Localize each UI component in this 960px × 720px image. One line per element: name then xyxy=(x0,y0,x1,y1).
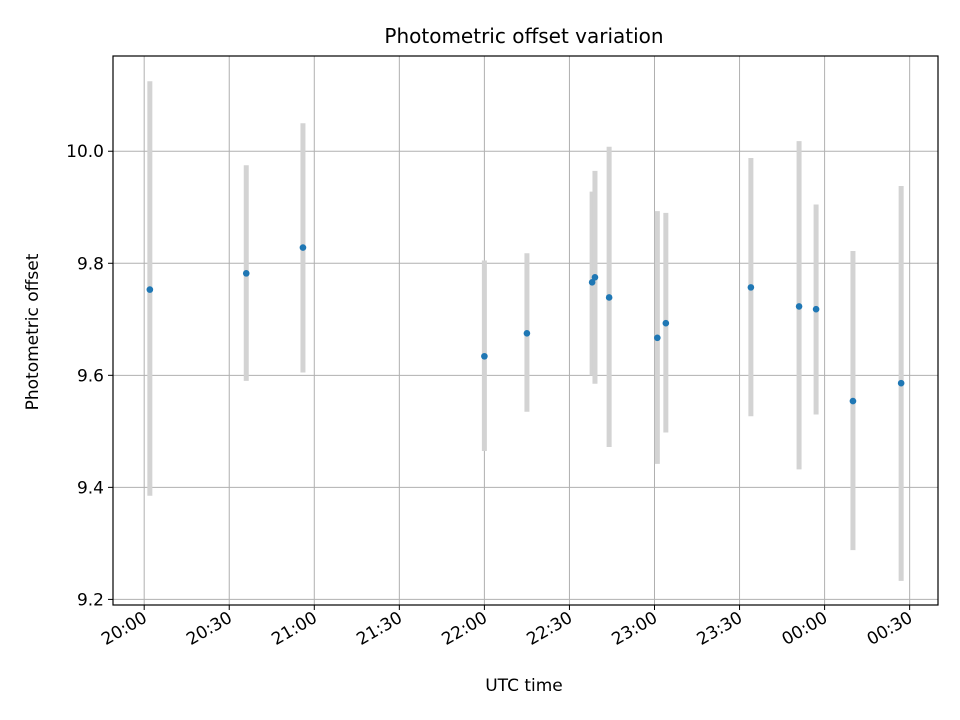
data-point xyxy=(812,305,820,313)
data-point xyxy=(481,352,488,360)
y-tick-label: 9.2 xyxy=(77,590,104,610)
data-point xyxy=(523,330,531,337)
y-tick-label: 9.6 xyxy=(77,366,104,386)
data-point xyxy=(299,244,307,251)
plot-frame xyxy=(112,55,939,606)
y-tick-label: 9.4 xyxy=(77,478,104,498)
data-point xyxy=(591,273,599,281)
chart-title: Photometric offset variation xyxy=(384,24,663,48)
data-points xyxy=(146,244,905,405)
data-point xyxy=(849,397,857,405)
data-point xyxy=(897,379,905,387)
data-point xyxy=(654,334,661,342)
y-tick-label: 10.0 xyxy=(66,142,104,162)
data-point xyxy=(605,294,613,301)
y-tick-label: 9.8 xyxy=(77,254,104,274)
data-point xyxy=(242,270,250,277)
data-point xyxy=(795,303,803,310)
x-axis-label: UTC time xyxy=(485,676,563,696)
y-axis-label: Photometric offset xyxy=(23,253,43,410)
y-axis: 9.2 9.4 9.6 9.8 10.0 xyxy=(66,142,113,610)
data-point xyxy=(146,286,154,293)
data-point xyxy=(747,284,755,291)
data-point xyxy=(588,279,596,286)
data-point xyxy=(662,319,670,327)
